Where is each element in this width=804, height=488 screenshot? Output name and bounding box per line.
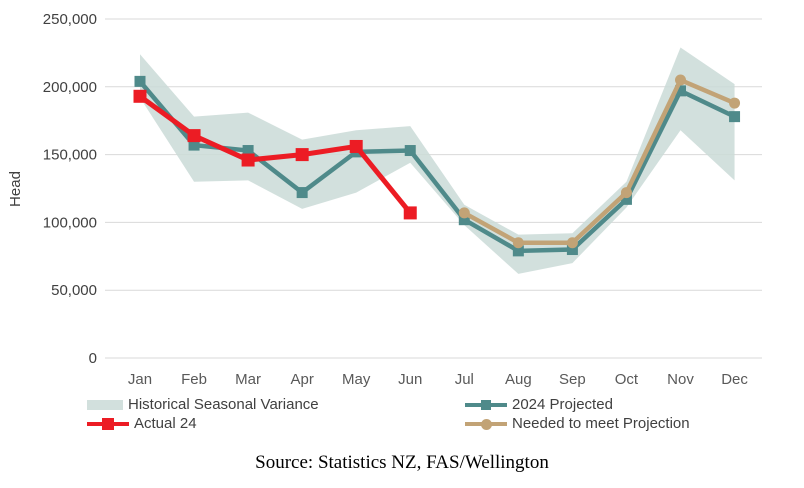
line-circle-marker-icon xyxy=(465,417,507,431)
series-line-2024-projected xyxy=(138,79,736,254)
marker-needed-to-meet-projection xyxy=(675,74,686,86)
marker-actual-24 xyxy=(241,153,255,167)
marker-needed-to-meet-projection xyxy=(620,187,632,199)
source-note: Source: Statistics NZ, FAS/Wellington xyxy=(255,452,549,473)
marker-2024-projected xyxy=(620,193,632,205)
y-tick-label: 0 xyxy=(89,350,97,367)
marker-actual-24 xyxy=(349,139,363,153)
marker-2024-projected xyxy=(188,139,200,151)
chart-canvas: 0 50,000 100,000 150,000 200,000 250,000 Head J… xyxy=(7,11,762,388)
y-tick-label: 50,000 xyxy=(51,282,97,299)
marker-2024-projected xyxy=(729,111,741,123)
y-tick-label: 250,000 xyxy=(43,11,97,28)
legend-item-historical-seasonal-variance: Historical Seasonal Variance xyxy=(87,396,465,413)
legend-item-2024-projected: 2024 Projected xyxy=(465,396,690,413)
y-tick-label: 150,000 xyxy=(43,147,97,164)
marker-actual-24 xyxy=(295,148,309,162)
marker-2024-projected xyxy=(512,245,524,257)
x-tick-label: Jul xyxy=(455,371,474,388)
series-line-needed-to-meet-projection xyxy=(463,77,736,245)
x-tick-label: May xyxy=(342,371,371,388)
marker-2024-projected xyxy=(296,187,308,199)
marker-actual-24 xyxy=(187,129,201,143)
x-tick-label: Jun xyxy=(398,371,422,388)
series-line-actual-24 xyxy=(138,94,413,215)
x-tick-label: Nov xyxy=(667,371,694,388)
marker-2024-projected xyxy=(675,85,686,97)
legend-label: Needed to meet Projection xyxy=(512,415,690,432)
x-tick-label: Jan xyxy=(128,371,152,388)
y-axis-title: Head xyxy=(7,171,24,207)
legend-item-actual-24: Actual 24 xyxy=(87,415,465,432)
y-tick-label: 200,000 xyxy=(43,79,97,96)
chart-legend: Historical Seasonal Variance 2024 Projec… xyxy=(87,395,690,433)
x-tick-label: Apr xyxy=(290,371,313,388)
line-square-marker-icon xyxy=(465,398,507,412)
marker-needed-to-meet-projection xyxy=(729,97,741,109)
marker-needed-to-meet-projection xyxy=(512,237,524,249)
marker-needed-to-meet-projection xyxy=(458,207,470,219)
x-tick-label: Feb xyxy=(181,371,207,388)
marker-2024-projected xyxy=(242,145,254,157)
marker-2024-projected xyxy=(134,75,146,87)
x-tick-label: Sep xyxy=(559,371,586,388)
band-swatch-icon xyxy=(87,399,123,410)
y-tick-label: 100,000 xyxy=(43,214,97,231)
legend-item-needed-to-meet-projection: Needed to meet Projection xyxy=(465,415,690,432)
marker-actual-24 xyxy=(133,89,147,103)
marker-2024-projected xyxy=(458,214,470,226)
x-tick-label: Dec xyxy=(721,371,748,388)
legend-label: Actual 24 xyxy=(134,415,197,432)
marker-2024-projected xyxy=(566,244,578,256)
marker-needed-to-meet-projection xyxy=(566,237,578,249)
legend-label: 2024 Projected xyxy=(512,396,613,413)
marker-actual-24 xyxy=(403,206,417,220)
legend-label: Historical Seasonal Variance xyxy=(128,396,319,413)
marker-2024-projected xyxy=(404,145,416,157)
line-square-marker-icon xyxy=(87,417,129,431)
x-tick-label: Mar xyxy=(235,371,261,388)
x-tick-label: Aug xyxy=(505,371,532,388)
x-tick-label: Oct xyxy=(615,371,639,388)
